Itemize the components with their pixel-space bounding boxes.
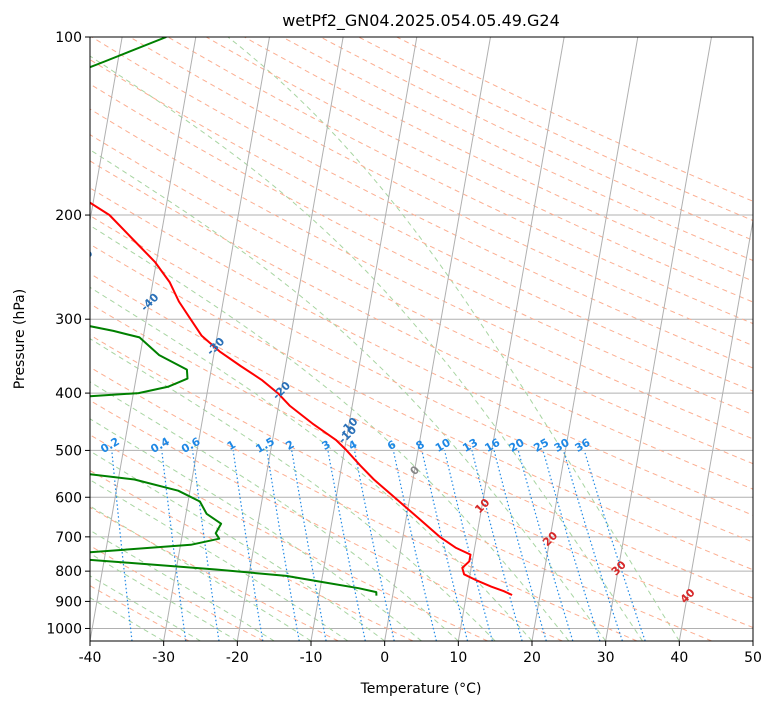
mixing-ratio-line <box>517 450 574 641</box>
mixing-ratio-line <box>583 450 646 641</box>
mixing-ratio-line <box>192 450 220 641</box>
temperature-profile-line <box>90 201 513 596</box>
y-tick-label: 100 <box>55 30 82 46</box>
dry-adiabat-line <box>90 334 712 641</box>
mixing-ratio-line <box>327 450 366 641</box>
mixing-ratio-line <box>266 450 300 641</box>
y-tick-label: 300 <box>55 312 82 328</box>
dry-adiabat-line <box>90 434 488 641</box>
plot-frame <box>89 36 754 642</box>
isotherm-line <box>605 37 712 641</box>
x-axis-label: Temperature (°C) <box>360 681 482 697</box>
x-tick-label: -30 <box>152 650 175 666</box>
y-tick-label: 700 <box>55 530 82 546</box>
dry-adiabat-line <box>129 37 753 347</box>
dry-adiabat-line <box>282 37 753 262</box>
mixing-ratio-line <box>562 450 623 641</box>
x-tick-label: 10 <box>449 650 467 666</box>
y-tick-label: 1000 <box>46 621 82 637</box>
moist-adiabat-line <box>90 149 607 641</box>
mixing-ratio-line <box>291 450 327 641</box>
isotherm-line <box>236 37 344 641</box>
x-tick-label: -20 <box>226 650 249 666</box>
dry-adiabat-line <box>90 272 753 599</box>
y-tick-label: 200 <box>55 208 82 224</box>
mixing-ratio-line <box>421 450 469 641</box>
isotherm-line <box>163 37 270 641</box>
moist-adiabat-line <box>90 55 643 641</box>
dry-adiabat-line <box>90 243 753 571</box>
chart-title: wetPf2_GN04.2025.054.05.49.G24 <box>282 11 560 31</box>
isotherm-line <box>384 37 491 641</box>
x-tick-label: -10 <box>300 650 323 666</box>
dry-adiabat-label: -50 <box>72 246 95 269</box>
isotherms <box>90 37 753 641</box>
y-tick-label: 600 <box>55 490 82 506</box>
x-tick-label: 50 <box>744 650 762 666</box>
dry-adiabat-line <box>167 37 753 325</box>
dry-adiabat-line <box>91 37 753 369</box>
y-tick-label: 900 <box>55 594 82 610</box>
moist-adiabat-line <box>90 418 422 641</box>
moist-adiabat-line <box>227 37 680 641</box>
dry-adiabats <box>90 37 753 641</box>
dry-adiabat-line <box>358 37 753 222</box>
y-tick-label: 800 <box>55 564 82 580</box>
x-tick-label: -40 <box>79 650 102 666</box>
dry-adiabat-line <box>244 37 753 282</box>
dry-adiabat-line <box>90 134 753 465</box>
grid-lines <box>90 37 753 629</box>
isotherm-line <box>310 37 418 641</box>
moist-adiabat-line <box>90 529 275 641</box>
dry-adiabat-line <box>90 215 753 543</box>
isotherm-line <box>90 37 123 224</box>
y-axis-label: Pressure (hPa) <box>12 289 28 389</box>
profile-series <box>90 37 513 596</box>
isotherm-line <box>531 37 639 641</box>
mixing-ratio-line <box>353 450 395 641</box>
mixing-ratio-lines <box>111 450 646 641</box>
dry-adiabat-line <box>90 160 753 490</box>
y-tick-label: 400 <box>55 386 82 402</box>
mixing-ratio-line <box>493 450 547 641</box>
mixing-ratio-line <box>111 450 133 641</box>
x-tick-label: 20 <box>523 650 541 666</box>
isotherm-line <box>752 638 753 641</box>
plot-background <box>90 37 753 641</box>
moist-adiabat-line <box>90 450 385 641</box>
dry-adiabat-line <box>90 399 563 641</box>
y-tick-label: 500 <box>55 443 82 459</box>
dry-adiabat-line <box>90 59 753 392</box>
x-tick-label: 0 <box>380 650 389 666</box>
mixing-ratio-line <box>232 450 264 641</box>
dry-adiabat-line <box>90 83 753 416</box>
dry-adiabat-line <box>90 366 638 641</box>
isotherm-line <box>678 217 753 641</box>
mixing-ratio-line <box>444 450 493 641</box>
dewpoint-profile-line <box>90 37 378 596</box>
moist-adiabat-line <box>90 286 533 641</box>
mixing-ratio-line <box>542 450 601 641</box>
x-tick-label: 30 <box>597 650 615 666</box>
isotherm-line <box>457 37 565 641</box>
mixing-ratio-line <box>471 450 523 641</box>
dry-adiabat-line <box>90 303 753 629</box>
moist-adiabats <box>90 37 680 641</box>
isotherm-line <box>90 37 197 641</box>
mixing-ratio-line <box>392 450 437 641</box>
dry-adiabat-label: -60 <box>6 202 29 225</box>
x-tick-label: 40 <box>670 650 688 666</box>
